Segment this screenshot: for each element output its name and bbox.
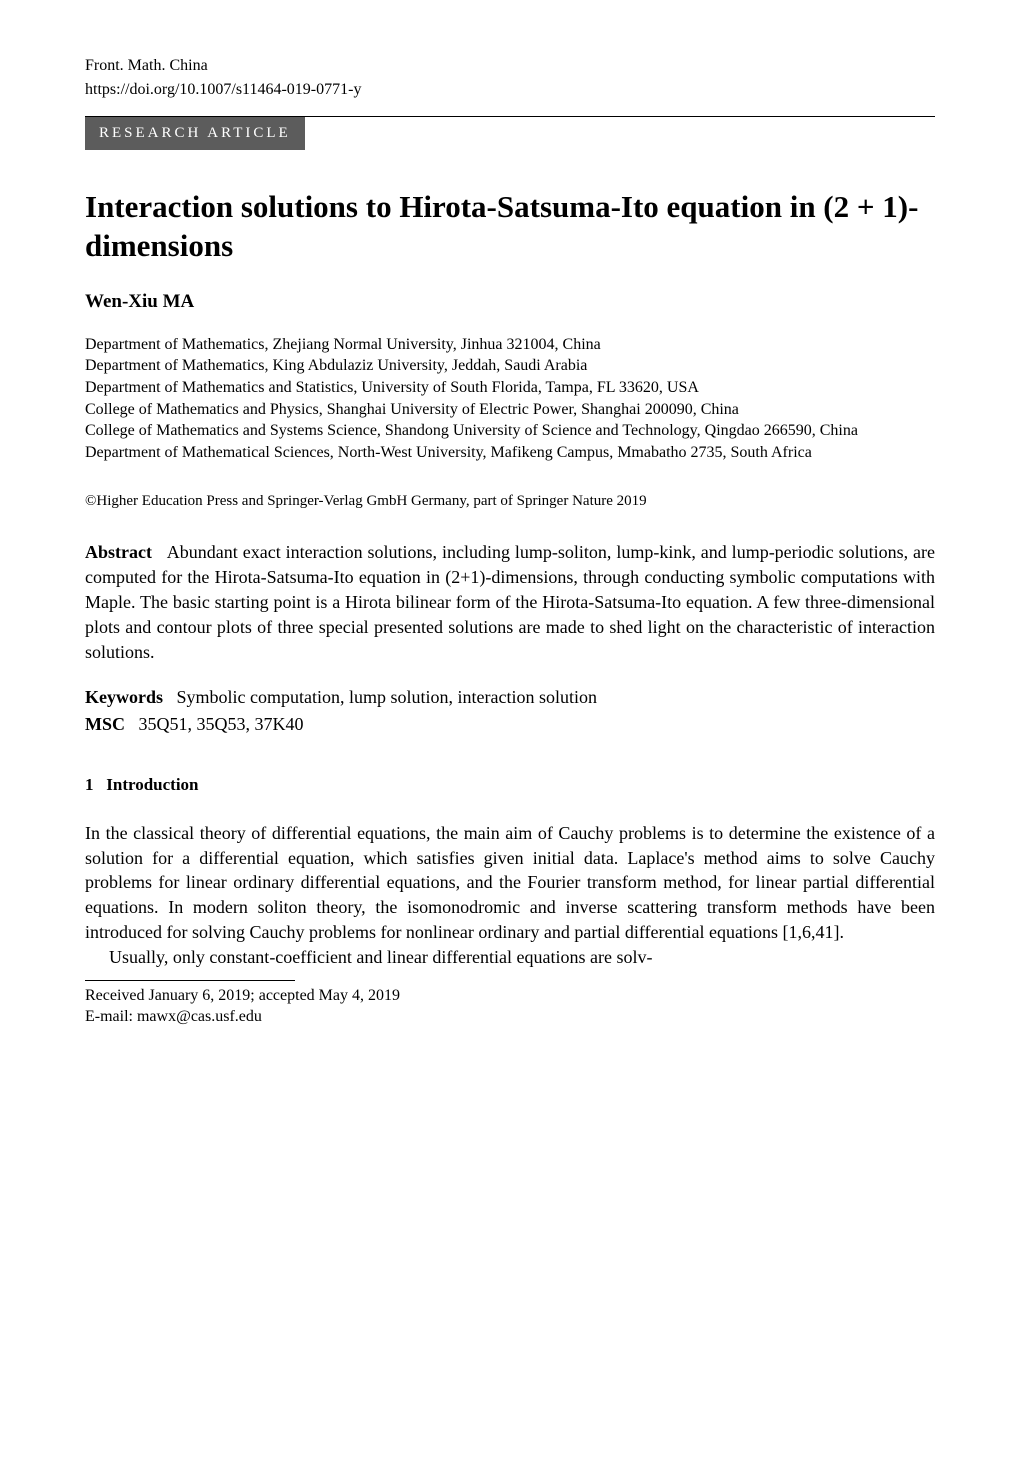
msc-text: 35Q51, 35Q53, 37K40 xyxy=(139,714,304,734)
article-type-badge: RESEARCH ARTICLE xyxy=(85,117,305,150)
msc-block: MSC 35Q51, 35Q53, 37K40 xyxy=(85,712,935,737)
affiliation: Department of Mathematics, King Abdulazi… xyxy=(85,355,935,377)
body-text: In the classical theory of differential … xyxy=(85,821,935,970)
doi-link: https://doi.org/10.1007/s11464-019-0771-… xyxy=(85,79,935,101)
affiliation: Department of Mathematics and Statistics… xyxy=(85,377,935,399)
msc-label: MSC xyxy=(85,714,125,734)
footnote-received: Received January 6, 2019; accepted May 4… xyxy=(85,985,935,1007)
abstract-label: Abstract xyxy=(85,542,152,562)
copyright-notice: ©Higher Education Press and Springer-Ver… xyxy=(85,491,935,512)
keywords-label: Keywords xyxy=(85,687,163,707)
section-number: 1 xyxy=(85,775,94,794)
journal-name: Front. Math. China xyxy=(85,55,935,77)
affiliation: Department of Mathematics, Zhejiang Norm… xyxy=(85,334,935,356)
footnote-email: E-mail: mawx@cas.usf.edu xyxy=(85,1006,935,1028)
author-name: Wen-Xiu MA xyxy=(85,289,935,316)
body-paragraph: Usually, only constant-coefficient and l… xyxy=(85,945,935,970)
abstract-text: Abundant exact interaction solutions, in… xyxy=(85,542,935,661)
keywords-block: Keywords Symbolic computation, lump solu… xyxy=(85,685,935,710)
affiliation: Department of Mathematical Sciences, Nor… xyxy=(85,442,935,464)
abstract-block: Abstract Abundant exact interaction solu… xyxy=(85,540,935,664)
affiliation: College of Mathematics and Systems Scien… xyxy=(85,420,935,442)
section-title: Introduction xyxy=(106,775,198,794)
keywords-text: Symbolic computation, lump solution, int… xyxy=(177,687,597,707)
footnote-divider xyxy=(85,980,295,981)
section-heading: 1 Introduction xyxy=(85,773,935,797)
affiliations-block: Department of Mathematics, Zhejiang Norm… xyxy=(85,334,935,464)
affiliation: College of Mathematics and Physics, Shan… xyxy=(85,399,935,421)
footnote-block: Received January 6, 2019; accepted May 4… xyxy=(85,985,935,1028)
body-paragraph: In the classical theory of differential … xyxy=(85,821,935,945)
article-title: Interaction solutions to Hirota-Satsuma-… xyxy=(85,188,935,266)
